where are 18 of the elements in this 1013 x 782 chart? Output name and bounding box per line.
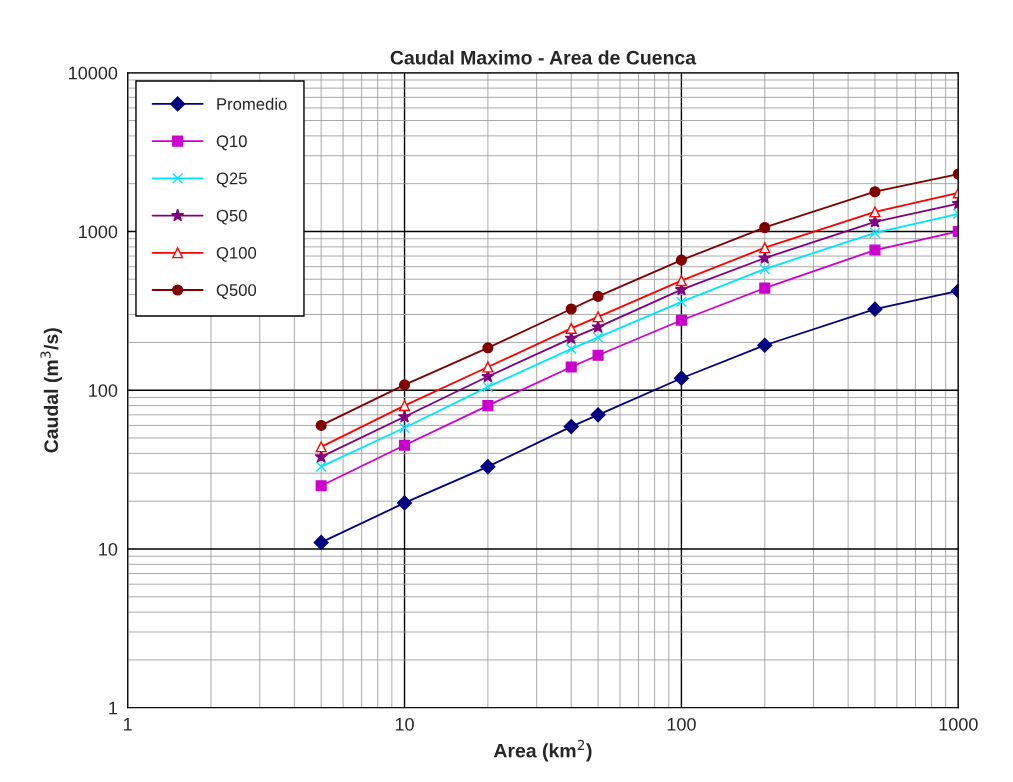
y-tick-label: 10000 bbox=[69, 66, 118, 80]
legend-label: Q10 bbox=[216, 135, 247, 151]
y-tick-label: 1 bbox=[109, 701, 118, 715]
y-tick-label: 1000 bbox=[79, 225, 118, 239]
y-tick-label: 10 bbox=[99, 542, 118, 556]
chart-title: Caudal Maximo - Area de Cuenca bbox=[390, 50, 697, 65]
legend-label: Q100 bbox=[216, 246, 257, 262]
legend-label: Promedio bbox=[217, 97, 287, 110]
x-tick-label: 100 bbox=[667, 717, 696, 731]
x-tick-label: 10 bbox=[395, 717, 414, 731]
x-axis-title: Area (km$^{2}$) bbox=[493, 739, 592, 762]
legend-label: Q50 bbox=[216, 209, 247, 225]
legend-label: Q500 bbox=[216, 284, 257, 299]
x-tick-label: 1000 bbox=[939, 717, 978, 731]
legend-label: Q25 bbox=[216, 172, 247, 188]
x-tick-label: 1 bbox=[123, 718, 132, 731]
y-tick-label: 100 bbox=[89, 384, 118, 397]
y-axis-title: Caudal (m$^{3}$/s) bbox=[40, 328, 62, 453]
